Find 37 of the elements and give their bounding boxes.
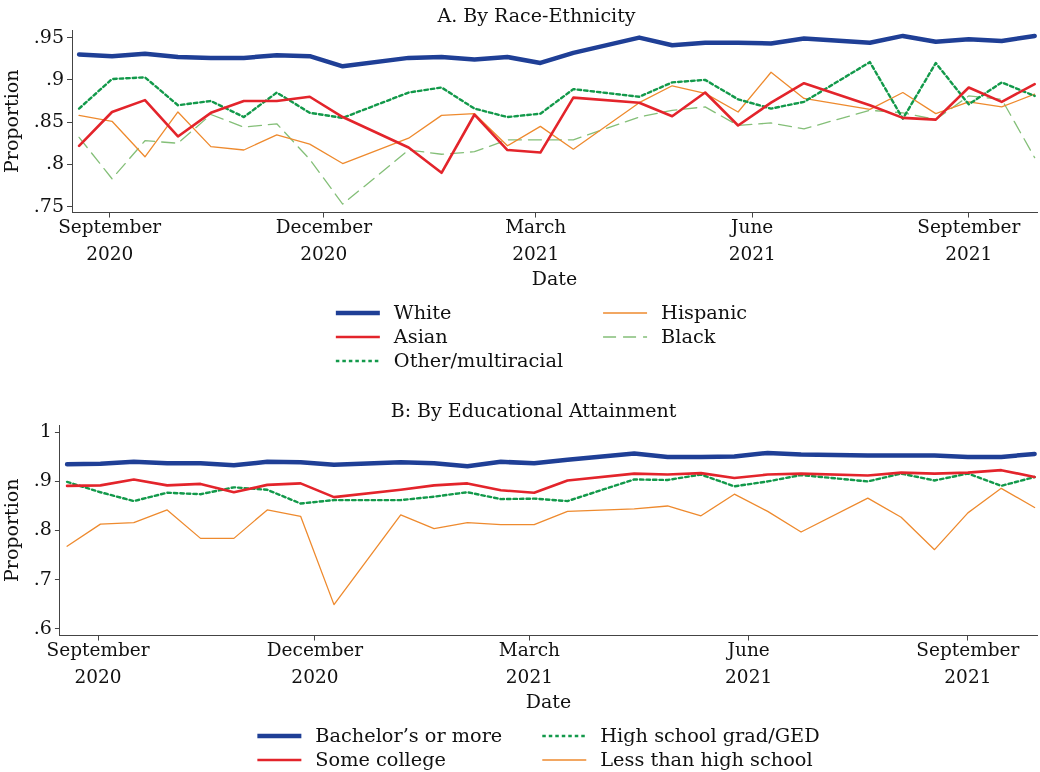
y-tick-label: .75 — [33, 193, 65, 216]
y-tick-label: .9 — [45, 66, 65, 89]
y-tick-label: .9 — [33, 468, 52, 491]
x-tick-label: September 2020 — [46, 638, 150, 687]
x-tick-label: June 2021 — [728, 215, 776, 264]
line-series — [77, 60, 1036, 120]
y-tick-label: .6 — [33, 615, 52, 638]
line-series — [78, 95, 1036, 205]
x-tick-label: September 2021 — [916, 638, 1020, 687]
legend-label: Some college — [315, 748, 446, 772]
x-tick-label: September 2021 — [917, 215, 1021, 264]
legend-label: High school grad/GED — [600, 724, 820, 748]
y-tick-label: .8 — [33, 517, 52, 540]
y-tick-label: .7 — [33, 566, 52, 589]
legend-label: Hispanic — [661, 301, 748, 325]
chart-title: A. By Race-Ethnicity — [436, 3, 636, 26]
legend-label: Other/multiracial — [393, 349, 564, 373]
x-axis-title: Date — [531, 266, 578, 289]
x-tick-label: December 2020 — [266, 638, 364, 687]
x-axis-title: Date — [525, 689, 572, 712]
y-axis-title: Proportion — [0, 69, 23, 173]
x-tick-label: March 2021 — [498, 638, 561, 687]
y-tick-label: .95 — [33, 24, 65, 47]
legend-label: White — [393, 301, 452, 325]
y-tick-label: .85 — [33, 109, 65, 132]
y-tick-label: .8 — [45, 151, 65, 174]
legend-label: Bachelor’s or more — [315, 724, 503, 748]
x-tick-label: December 2020 — [275, 215, 373, 264]
x-tick-label: March 2021 — [505, 215, 567, 264]
x-tick-label: September 2020 — [58, 215, 162, 264]
chart-title: B: By Educational Attainment — [390, 398, 677, 421]
x-tick-label: June 2021 — [725, 638, 773, 687]
legend-label: Asian — [392, 325, 448, 349]
legend-label: Less than high school — [600, 748, 813, 772]
y-axis-title: Proportion — [0, 478, 23, 582]
legend-label: Black — [661, 325, 716, 349]
y-tick-label: 1 — [39, 419, 52, 442]
